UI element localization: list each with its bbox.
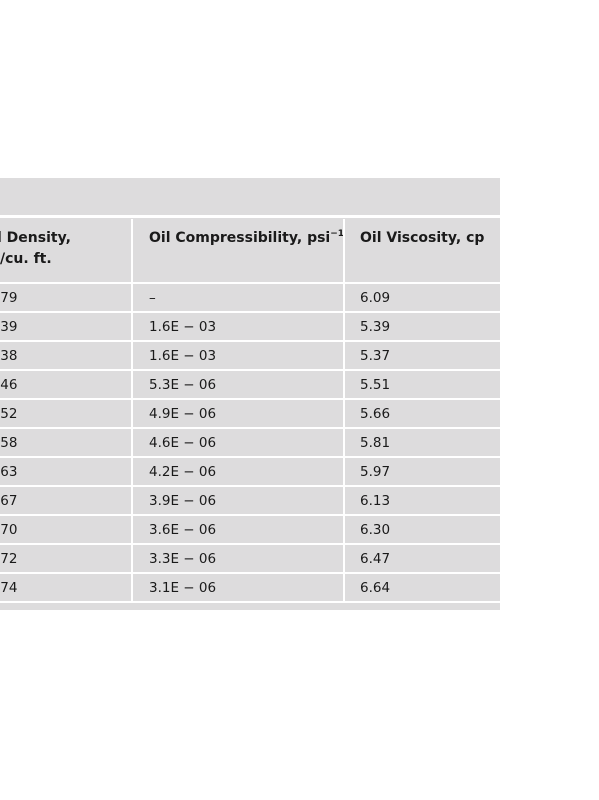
cell-oil-compressibility: 4.6E − 06: [132, 428, 345, 458]
cell-oil-compressibility: 3.3E − 06: [132, 544, 345, 574]
cell-oil-viscosity: 5.51: [344, 370, 500, 400]
cell-oil-density: .39: [0, 312, 133, 342]
cell-oil-density: .46: [0, 370, 133, 400]
cell-oil-viscosity: 5.81: [344, 428, 500, 458]
cell-oil-viscosity: 5.37: [344, 341, 500, 371]
table-row: .743.1E − 066.64: [0, 573, 500, 603]
header-oil-density-line2: /cu. ft.: [0, 251, 52, 267]
cell-oil-density: .63: [0, 457, 133, 487]
cell-oil-density: .70: [0, 515, 133, 545]
cell-oil-density: .67: [0, 486, 133, 516]
cell-oil-viscosity: 5.97: [344, 457, 500, 487]
cell-oil-density: .58: [0, 428, 133, 458]
cell-oil-density: .72: [0, 544, 133, 574]
table-row: .524.9E − 065.66: [0, 399, 500, 429]
header-oil-density-line1: l Density,: [0, 230, 71, 246]
header-row: l Density, /cu. ft. Oil Compressibility,…: [0, 219, 500, 284]
cell-oil-compressibility: 4.2E − 06: [132, 457, 345, 487]
header-oil-compressibility-exponent: −1: [330, 229, 344, 239]
cell-oil-compressibility: 5.3E − 06: [132, 370, 345, 400]
cell-oil-viscosity: 5.66: [344, 399, 500, 429]
cell-oil-compressibility: 1.6E − 03: [132, 341, 345, 371]
table-row: .703.6E − 066.30: [0, 515, 500, 545]
cell-oil-viscosity: 5.39: [344, 312, 500, 342]
cell-oil-compressibility: 3.9E − 06: [132, 486, 345, 516]
data-table-panel: l Density, /cu. ft. Oil Compressibility,…: [0, 178, 500, 610]
cell-oil-viscosity: 6.13: [344, 486, 500, 516]
table-row: .381.6E − 035.37: [0, 341, 500, 371]
cell-oil-viscosity: 6.09: [344, 283, 500, 313]
table-row: .673.9E − 066.13: [0, 486, 500, 516]
header-oil-compressibility-label: Oil Compressibility, psi: [149, 230, 331, 246]
cell-oil-viscosity: 6.64: [344, 573, 500, 603]
cell-oil-compressibility: 4.9E − 06: [132, 399, 345, 429]
cell-oil-viscosity: 6.47: [344, 544, 500, 574]
cell-oil-viscosity: 6.30: [344, 515, 500, 545]
cell-oil-compressibility: 1.6E − 03: [132, 312, 345, 342]
cell-oil-compressibility: 3.1E − 06: [132, 573, 345, 603]
cell-oil-compressibility: 3.6E − 06: [132, 515, 345, 545]
cell-oil-compressibility: –: [132, 283, 345, 313]
table-row: .465.3E − 065.51: [0, 370, 500, 400]
cell-oil-density: .38: [0, 341, 133, 371]
table-row: .723.3E − 066.47: [0, 544, 500, 574]
cell-oil-density: .74: [0, 573, 133, 603]
cell-oil-density: .52: [0, 399, 133, 429]
table-row: .634.2E − 065.97: [0, 457, 500, 487]
header-oil-density: l Density, /cu. ft.: [0, 219, 133, 284]
table-row: .391.6E − 035.39: [0, 312, 500, 342]
header-oil-compressibility: Oil Compressibility, psi−1: [132, 219, 345, 284]
header-oil-viscosity: Oil Viscosity, cp: [344, 219, 500, 284]
table-caption-band: [0, 178, 500, 218]
oil-properties-table: l Density, /cu. ft. Oil Compressibility,…: [0, 219, 500, 603]
table-row: .584.6E − 065.81: [0, 428, 500, 458]
table-row: .79–6.09: [0, 283, 500, 313]
cell-oil-density: .79: [0, 283, 133, 313]
